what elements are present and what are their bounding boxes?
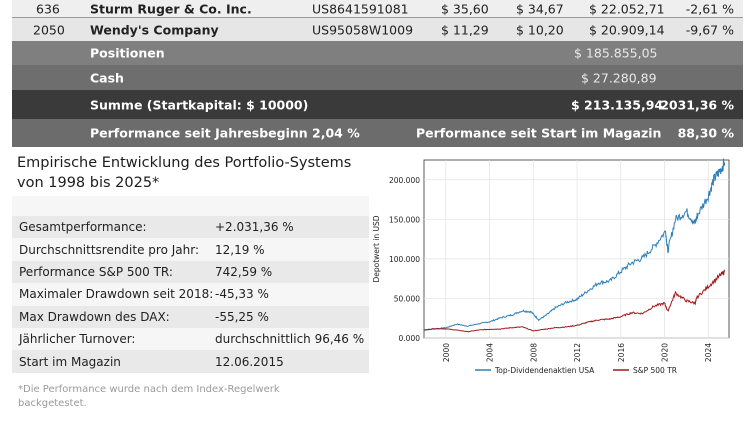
- sum-value: $ 213.135,94: [571, 97, 664, 112]
- x-tick-label: 2004: [486, 343, 495, 362]
- stat-value: 742,59 %: [215, 264, 273, 279]
- x-tick-label: 2008: [529, 343, 538, 362]
- position-value: $ 20.909,14: [589, 22, 665, 37]
- performance: -9,67 %: [685, 22, 734, 37]
- x-tick-label: 2016: [617, 343, 626, 362]
- x-tick-label: 2024: [704, 343, 713, 362]
- stock-name: Sturm Ruger & Co. Inc.: [90, 1, 252, 16]
- stats-spacer: [12, 196, 369, 216]
- row-number: 2050: [33, 22, 65, 37]
- sum-label: Summe (Startkapital: $ 10000): [90, 97, 309, 112]
- y-tick-label: 200.000: [389, 176, 420, 185]
- plot-area: [423, 159, 730, 339]
- stat-label: Durchschnittsrendite pro Jahr:: [19, 242, 199, 257]
- x-tick-label: 2012: [573, 343, 582, 362]
- x-tick-label: 2020: [661, 343, 670, 362]
- positions-row: Positionen $ 185.855,05: [12, 41, 743, 65]
- stats-title: Empirische Entwicklung des Portfolio-Sys…: [17, 155, 352, 191]
- stat-value: -55,25 %: [215, 309, 269, 324]
- row-number: 636: [36, 1, 60, 16]
- table-row: 2050 Wendy's Company US95058W1009 $ 11,2…: [12, 18, 743, 41]
- perf-start-label: Performance seit Start im Magazin: [416, 125, 662, 141]
- stat-label: Gesamtperformance:: [19, 220, 147, 235]
- series-line-sp500: [423, 269, 726, 333]
- stat-row: Performance S&P 500 TR: 742,59 %: [12, 260, 369, 284]
- stat-value: 12.06.2015: [215, 354, 284, 369]
- stat-value: 12,19 %: [215, 242, 265, 257]
- y-axis-label: Depotwert in USD: [372, 215, 381, 282]
- stat-row: Max Drawdown des DAX: -55,25 %: [12, 305, 369, 328]
- stock-name: Wendy's Company: [90, 22, 219, 37]
- perf-ytd-label: Performance seit Jahresbeginn: [90, 125, 308, 141]
- stat-row: Start im Magazin 12.06.2015: [12, 350, 369, 373]
- buy-price: $ 11,29: [441, 22, 489, 37]
- stat-label: Start im Magazin: [19, 354, 121, 369]
- stat-row: Jährlicher Turnover: durchschnittlich 96…: [12, 328, 369, 351]
- performance: -2,61 %: [685, 1, 734, 16]
- cash-label: Cash: [90, 70, 124, 85]
- y-tick-label: 50.000: [394, 294, 420, 303]
- stat-value: durchschnittlich 96,46 %: [215, 332, 365, 347]
- y-tick-label: 0.000: [399, 334, 421, 343]
- stat-row: Maximaler Drawdown seit 2018: -45,33 %: [12, 283, 369, 306]
- legend-label: Top-Dividendenaktien USA: [494, 366, 595, 375]
- cash-value: $ 27.280,89: [581, 70, 657, 85]
- x-tick-label: 2000: [442, 343, 451, 362]
- buy-price: $ 35,60: [441, 1, 489, 16]
- stat-label: Maximaler Drawdown seit 2018:: [19, 287, 214, 302]
- table-row: 636 Sturm Ruger & Co. Inc. US8641591081 …: [12, 0, 743, 17]
- divider: [12, 17, 743, 18]
- position-value: $ 22.052,71: [589, 1, 665, 16]
- series-line-dividend: [423, 158, 726, 331]
- stat-value: +2.031,36 %: [215, 220, 294, 235]
- isin: US95058W1009: [312, 22, 414, 37]
- y-tick-label: 100.000: [389, 255, 420, 264]
- sum-performance: 2031,36 %: [660, 97, 734, 112]
- performance-chart: 0.000 50.000 100.000 150.000 200.000 2000 2004…: [367, 152, 746, 384]
- stat-row: Gesamtperformance: +2.031,36 %: [12, 216, 369, 239]
- cash-row: Cash $ 27.280,89: [12, 65, 743, 90]
- isin: US8641591081: [312, 1, 409, 16]
- stat-value: -45,33 %: [215, 287, 269, 302]
- stat-label: Performance S&P 500 TR:: [19, 264, 173, 279]
- footnote: *Die Performance wurde nach dem Index-Re…: [18, 384, 280, 409]
- stat-label: Jährlicher Turnover:: [19, 332, 136, 347]
- stat-label: Max Drawdown des DAX:: [19, 309, 170, 324]
- perf-start-value: 88,30 %: [677, 125, 734, 141]
- positions-label: Positionen: [90, 45, 165, 61]
- y-tick-label: 150.000: [389, 215, 420, 224]
- sum-row: Summe (Startkapital: $ 10000) $ 213.135,…: [12, 90, 743, 119]
- current-price: $ 10,20: [516, 22, 564, 37]
- stat-row: Durchschnittsrendite pro Jahr: 12,19 %: [12, 238, 369, 261]
- legend-label: S&P 500 TR: [633, 366, 677, 375]
- perf-ytd-value: 2,04 %: [312, 125, 360, 141]
- chart-svg: 0.000 50.000 100.000 150.000 200.000 2000 2004…: [372, 158, 730, 375]
- positions-value: $ 185.855,05: [574, 45, 658, 61]
- performance-row: Performance seit Jahresbeginn 2,04 % Per…: [12, 119, 743, 147]
- current-price: $ 34,67: [516, 1, 564, 16]
